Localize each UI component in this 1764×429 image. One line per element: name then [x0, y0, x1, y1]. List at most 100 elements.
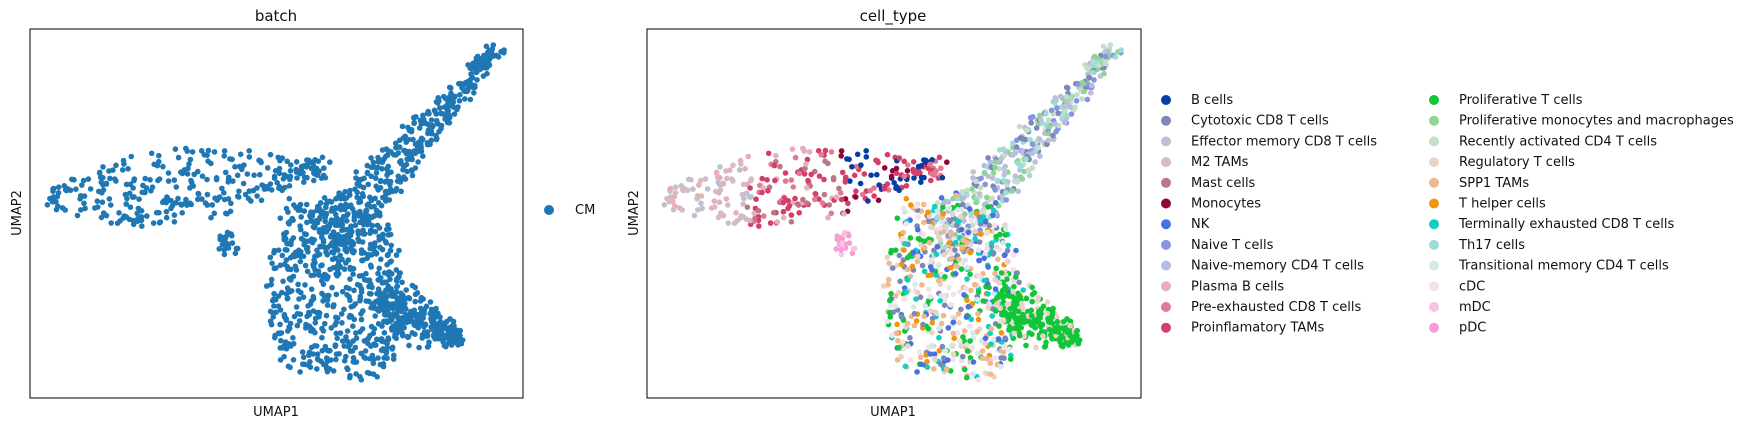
cell-type-point-b-cells	[918, 179, 924, 185]
cell-type-point-b-cells	[874, 171, 880, 178]
batch-point	[317, 214, 323, 221]
cell-type-point-cytotoxic-cd8-t-cells	[899, 314, 905, 321]
batch-point	[372, 313, 379, 319]
batch-point	[375, 270, 381, 277]
batch-point	[402, 136, 409, 142]
batch-point	[268, 276, 275, 283]
cell-type-title: cell_type	[860, 7, 927, 26]
legend-marker-cm	[544, 205, 554, 215]
cell-type-point-nk	[966, 206, 973, 212]
batch-point	[375, 200, 382, 206]
cell-type-point-cytotoxic-cd8-t-cells	[1002, 335, 1008, 341]
batch-point	[242, 191, 249, 198]
cell-type-point-pdc	[833, 246, 839, 252]
batch-point	[348, 304, 355, 310]
batch-point	[378, 336, 385, 342]
cell-type-point-proinflamatory-tams	[765, 188, 771, 194]
batch-point	[232, 164, 238, 170]
cell-type-point-effector-memory-cd8-t-cells	[970, 169, 976, 175]
batch-point	[380, 305, 387, 312]
batch-point	[345, 366, 351, 373]
batch-point	[332, 211, 339, 218]
batch-point	[341, 343, 348, 349]
cell-type-point-t-helper-cells	[975, 316, 982, 323]
batch-point	[435, 100, 441, 106]
cell-type-point-t-helper-cells	[947, 264, 954, 271]
cell-type-point-th17-cells	[994, 178, 1001, 185]
cell-type-point-proliferative-monocytes-and-macrophages	[992, 164, 998, 171]
batch-point	[385, 170, 391, 176]
batch-point	[402, 300, 408, 307]
cell-type-point-spp1-tams	[920, 201, 927, 208]
cell-type-point-recently-activated-cd4-t-cells	[1107, 42, 1114, 48]
cell-type-point-regulatory-t-cells	[931, 356, 938, 362]
batch-point	[108, 202, 114, 208]
cell-type-point-proliferative-monocytes-and-macrophages	[969, 186, 975, 192]
batch-point	[55, 184, 62, 190]
batch-point	[347, 374, 353, 381]
batch-point	[416, 125, 423, 131]
cell-type-point-proliferative-monocytes-and-macrophages	[984, 194, 990, 201]
batch-point	[314, 247, 320, 254]
cell-type-point-proinflamatory-tams	[772, 177, 778, 184]
batch-point	[384, 252, 391, 259]
batch-point	[165, 170, 172, 176]
batch-point	[273, 265, 279, 271]
batch-point	[307, 364, 314, 371]
batch-point	[330, 250, 337, 256]
batch-point	[319, 154, 326, 161]
batch-point	[286, 195, 293, 202]
cell-type-point-cdc	[903, 221, 909, 227]
cell-type-point-mast-cells	[825, 160, 831, 167]
cell-type-point-nk	[1013, 247, 1019, 254]
cell-type-point-proinflamatory-tams	[788, 212, 795, 218]
cell-type-point-proliferative-t-cells	[1037, 315, 1043, 321]
cell-type-point-regulatory-t-cells	[915, 289, 921, 296]
batch-point	[79, 182, 85, 188]
cell-type-point-proliferative-monocytes-and-macrophages	[962, 211, 968, 217]
cell-type-point-proliferative-t-cells	[907, 235, 914, 241]
batch-point	[367, 229, 374, 236]
batch-point	[364, 170, 371, 177]
batch-point	[125, 166, 131, 172]
cell-type-point-transitional-memory-cd4-t-cells	[984, 229, 991, 236]
batch-point	[267, 254, 274, 261]
batch-point	[387, 178, 394, 185]
batch-point	[222, 169, 229, 176]
batch-point	[383, 146, 390, 152]
cell-type-point-cytotoxic-cd8-t-cells	[1050, 132, 1056, 139]
batch-point	[380, 291, 387, 298]
batch-point	[398, 290, 404, 297]
batch-point	[157, 219, 164, 225]
batch-point	[304, 238, 310, 245]
cell-type-point-proliferative-t-cells	[1028, 319, 1034, 325]
legend-marker-naive-memory-cd4-t-cells	[1161, 260, 1171, 271]
batch-point	[187, 156, 194, 163]
cell-type-point-plasma-b-cells	[723, 196, 730, 202]
cell-type-point-proliferative-t-cells	[986, 284, 992, 291]
cell-type-point-cytotoxic-cd8-t-cells	[1033, 125, 1040, 131]
batch-point	[389, 346, 396, 352]
cell-type-point-recently-activated-cd4-t-cells	[1074, 92, 1080, 98]
cell-type-point-transitional-memory-cd4-t-cells	[922, 303, 928, 309]
batch-point	[478, 62, 485, 69]
batch-point	[437, 105, 443, 111]
cell-type-point-monocytes	[853, 194, 859, 200]
batch-point	[342, 244, 349, 250]
batch-point	[421, 306, 428, 313]
cell-type-point-mast-cells	[788, 219, 795, 225]
batch-point	[429, 130, 435, 137]
cell-type-point-regulatory-t-cells	[1044, 310, 1050, 317]
cell-type-ylabel: UMAP2	[627, 190, 642, 236]
batch-point	[307, 358, 313, 365]
batch-point	[375, 159, 382, 165]
batch-point	[389, 327, 395, 333]
cell-type-point-pre-exhausted-cd8-t-cells	[782, 178, 789, 184]
batch-point	[275, 247, 282, 253]
batch-point	[202, 200, 209, 206]
cell-type-point-proinflamatory-tams	[816, 196, 822, 202]
cell-type-point-proinflamatory-tams	[801, 171, 808, 177]
cell-type-point-cdc	[947, 250, 954, 256]
batch-point	[346, 314, 353, 320]
